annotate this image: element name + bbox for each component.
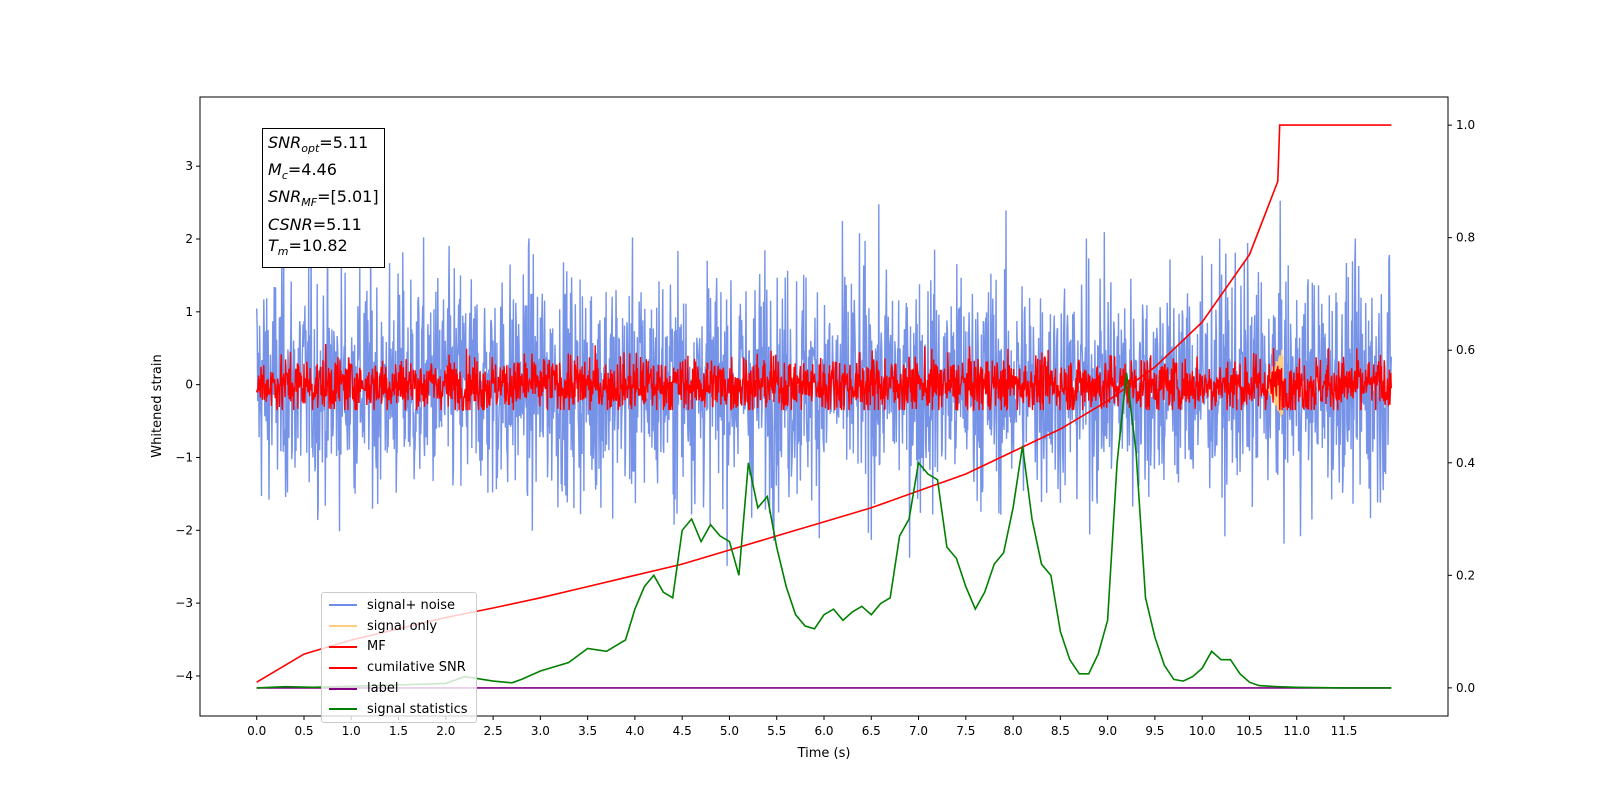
- legend-item-signal-only: signal only: [322, 616, 476, 637]
- x-tick-label: 8.5: [1051, 724, 1070, 738]
- x-tick-label: 11.0: [1283, 724, 1310, 738]
- x-tick-label: 2.0: [436, 724, 455, 738]
- series-signal-statistics: [256, 372, 1392, 689]
- y2-axis-ticks: 1.0 0.8 0.6 0.4 0.2 0.0: [1448, 118, 1475, 695]
- legend-swatch: [329, 687, 357, 690]
- x-tick-label: 5.0: [720, 724, 739, 738]
- x-tick-label: 3.0: [531, 724, 550, 738]
- legend-item-label: label: [322, 678, 476, 699]
- legend-item-mf: MF: [322, 637, 476, 658]
- y-tick-label: 2: [185, 232, 193, 246]
- x-tick-label: 4.0: [625, 724, 644, 738]
- x-tick-label: 1.0: [342, 724, 361, 738]
- y-axis-label: Whitened strain: [150, 354, 165, 457]
- x-tick-label: 7.5: [956, 724, 975, 738]
- x-tick-label: 0.5: [294, 724, 313, 738]
- legend-item-signal-noise: signal+ noise: [322, 595, 476, 616]
- x-tick-label: 5.5: [767, 724, 786, 738]
- x-tick-label: 1.5: [389, 724, 408, 738]
- y-tick-label: 0: [185, 378, 193, 392]
- y-tick-label: 3: [185, 159, 193, 173]
- tm-line: Tm=10.82: [268, 235, 348, 258]
- legend: signal+ noise signal only MF cumilative …: [321, 592, 477, 723]
- x-tick-label: 9.0: [1098, 724, 1117, 738]
- x-tick-label: 10.0: [1189, 724, 1216, 738]
- x-tick-label: 10.5: [1236, 724, 1263, 738]
- y2-tick-label: 0.0: [1456, 681, 1475, 695]
- y-tick-label: 1: [185, 305, 193, 319]
- y2-tick-label: 0.4: [1456, 456, 1475, 470]
- legend-swatch: [329, 708, 357, 711]
- y2-tick-label: 0.2: [1456, 568, 1475, 582]
- mc-line: Mc=4.46: [268, 160, 337, 183]
- x-tick-label: 3.5: [578, 724, 597, 738]
- legend-swatch: [329, 645, 357, 648]
- x-axis-label: Time (s): [797, 746, 851, 761]
- stats-infobox: SNRopt=5.11 Mc=4.46 SNRMF=[5.01] CSNR=5.…: [262, 128, 385, 268]
- x-tick-label: 7.0: [909, 724, 928, 738]
- legend-swatch: [329, 625, 357, 628]
- legend-item-cumulative-snr: cumilative SNR: [322, 657, 476, 678]
- x-tick-label: 11.5: [1331, 724, 1358, 738]
- y-tick-label: −3: [175, 596, 193, 610]
- x-tick-label: 6.0: [814, 724, 833, 738]
- x-tick-label: 6.5: [862, 724, 881, 738]
- x-tick-label: 8.0: [1004, 724, 1023, 738]
- legend-swatch: [329, 666, 357, 669]
- y2-tick-label: 1.0: [1456, 118, 1475, 132]
- series-signal-noise: [256, 200, 1392, 566]
- y-tick-label: −4: [175, 669, 193, 683]
- x-axis-ticks: 0.0 0.5 1.0 1.5 2.0 2.5 3.0 3.5 4.0 4.5 5.0 5.5 6.0 6…: [247, 716, 1357, 738]
- y-tick-label: −2: [175, 523, 193, 537]
- legend-swatch: [329, 604, 357, 607]
- x-tick-label: 4.5: [673, 724, 692, 738]
- snr-mf-line: SNRMF=[5.01]: [268, 187, 379, 210]
- y-axis-ticks: 3 2 1 0 −1 −2 −3 −4: [175, 159, 200, 683]
- x-tick-label: 2.5: [484, 724, 503, 738]
- y2-tick-label: 0.6: [1456, 343, 1475, 357]
- legend-item-signal-statistics: signal statistics: [322, 699, 476, 720]
- y2-tick-label: 0.8: [1456, 231, 1475, 245]
- x-tick-label: 0.0: [247, 724, 266, 738]
- series-mf: [256, 343, 1392, 412]
- csnr-line: CSNR=5.11: [268, 214, 362, 234]
- snr-opt-line: SNRopt=5.11: [268, 133, 369, 156]
- y-tick-label: −1: [175, 450, 193, 464]
- x-tick-label: 9.5: [1145, 724, 1164, 738]
